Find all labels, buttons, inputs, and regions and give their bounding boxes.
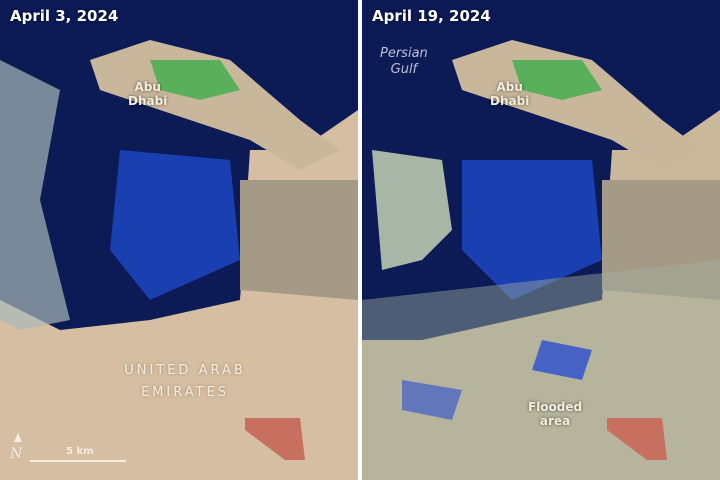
- north-label: N: [10, 446, 23, 462]
- city-label-line: Dhabi: [490, 94, 530, 108]
- satellite-image-after: [362, 0, 720, 480]
- sea-label-line: Gulf: [390, 62, 418, 77]
- city-label: Abu Dhabi: [128, 80, 167, 108]
- city-label-line: Abu: [134, 80, 161, 94]
- sea-label: Persian Gulf: [380, 46, 428, 78]
- flooded-area-label: Flooded area: [528, 400, 582, 428]
- flood-label-line: Flooded: [528, 400, 583, 414]
- date-label: April 3, 2024: [10, 7, 119, 25]
- country-label-line: EMIRATES: [140, 385, 230, 400]
- city-label-line: Dhabi: [128, 94, 168, 108]
- after-image-panel: April 19, 2024 Persian Gulf Abu Dhabi Fl…: [362, 0, 720, 480]
- scale-bar: [30, 460, 126, 462]
- before-image-panel: April 3, 2024 Abu Dhabi UNITED ARAB EMIR…: [0, 0, 358, 480]
- city-label-line: Abu: [496, 80, 523, 94]
- flood-label-line: area: [539, 414, 571, 428]
- country-label-line: UNITED ARAB: [124, 363, 246, 378]
- city-label: Abu Dhabi: [490, 80, 529, 108]
- scale-label: 5 km: [66, 446, 94, 457]
- north-arrow-icon: [14, 433, 22, 442]
- date-label: April 19, 2024: [372, 7, 491, 25]
- satellite-image-before: [0, 0, 358, 480]
- country-label: UNITED ARAB EMIRATES: [105, 360, 265, 404]
- sea-label-line: Persian: [380, 46, 428, 61]
